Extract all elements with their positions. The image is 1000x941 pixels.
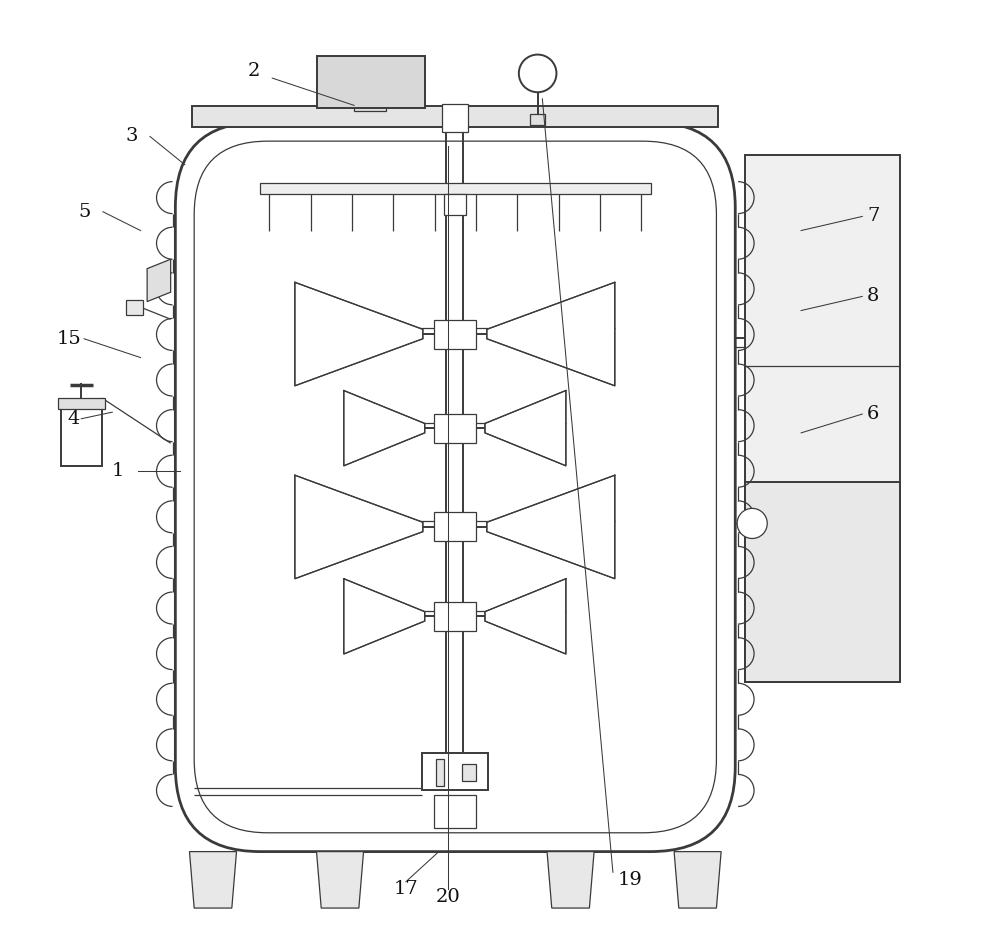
Polygon shape bbox=[674, 852, 721, 908]
Polygon shape bbox=[487, 282, 615, 386]
Bar bbox=[422, 753, 488, 790]
Polygon shape bbox=[189, 852, 237, 908]
Bar bbox=[192, 106, 718, 127]
Text: 7: 7 bbox=[867, 207, 879, 226]
Bar bbox=[442, 104, 468, 132]
Text: 6: 6 bbox=[867, 405, 879, 423]
Circle shape bbox=[519, 55, 556, 92]
Bar bbox=[434, 602, 476, 630]
Bar bbox=[434, 320, 476, 348]
Bar bbox=[317, 56, 425, 108]
Bar bbox=[354, 100, 386, 111]
Bar bbox=[61, 405, 102, 466]
Bar bbox=[126, 300, 143, 314]
FancyBboxPatch shape bbox=[175, 122, 735, 852]
Text: 15: 15 bbox=[57, 329, 81, 348]
Text: 4: 4 bbox=[67, 409, 80, 428]
Polygon shape bbox=[485, 579, 566, 654]
Polygon shape bbox=[317, 852, 364, 908]
Bar bbox=[745, 482, 900, 682]
Text: 20: 20 bbox=[436, 887, 461, 906]
Polygon shape bbox=[547, 852, 594, 908]
Bar bbox=[434, 513, 476, 541]
Text: 5: 5 bbox=[78, 202, 91, 221]
Bar bbox=[462, 764, 476, 781]
Polygon shape bbox=[487, 475, 615, 579]
Bar bbox=[444, 194, 466, 215]
Polygon shape bbox=[295, 475, 423, 579]
Bar bbox=[260, 183, 651, 194]
Text: 8: 8 bbox=[867, 287, 879, 306]
Text: 19: 19 bbox=[618, 870, 642, 889]
Bar bbox=[434, 414, 476, 442]
Bar bbox=[745, 155, 900, 682]
Text: 1: 1 bbox=[111, 461, 124, 480]
Polygon shape bbox=[344, 579, 425, 654]
Text: 2: 2 bbox=[248, 61, 260, 80]
Bar bbox=[434, 795, 476, 828]
Bar bbox=[436, 759, 444, 786]
Bar bbox=[58, 398, 105, 409]
Polygon shape bbox=[295, 282, 423, 386]
Text: 3: 3 bbox=[125, 127, 138, 146]
Bar bbox=[530, 114, 545, 125]
Text: 17: 17 bbox=[394, 880, 418, 899]
Circle shape bbox=[737, 508, 767, 538]
Polygon shape bbox=[485, 391, 566, 466]
Polygon shape bbox=[344, 391, 425, 466]
Polygon shape bbox=[147, 260, 171, 301]
